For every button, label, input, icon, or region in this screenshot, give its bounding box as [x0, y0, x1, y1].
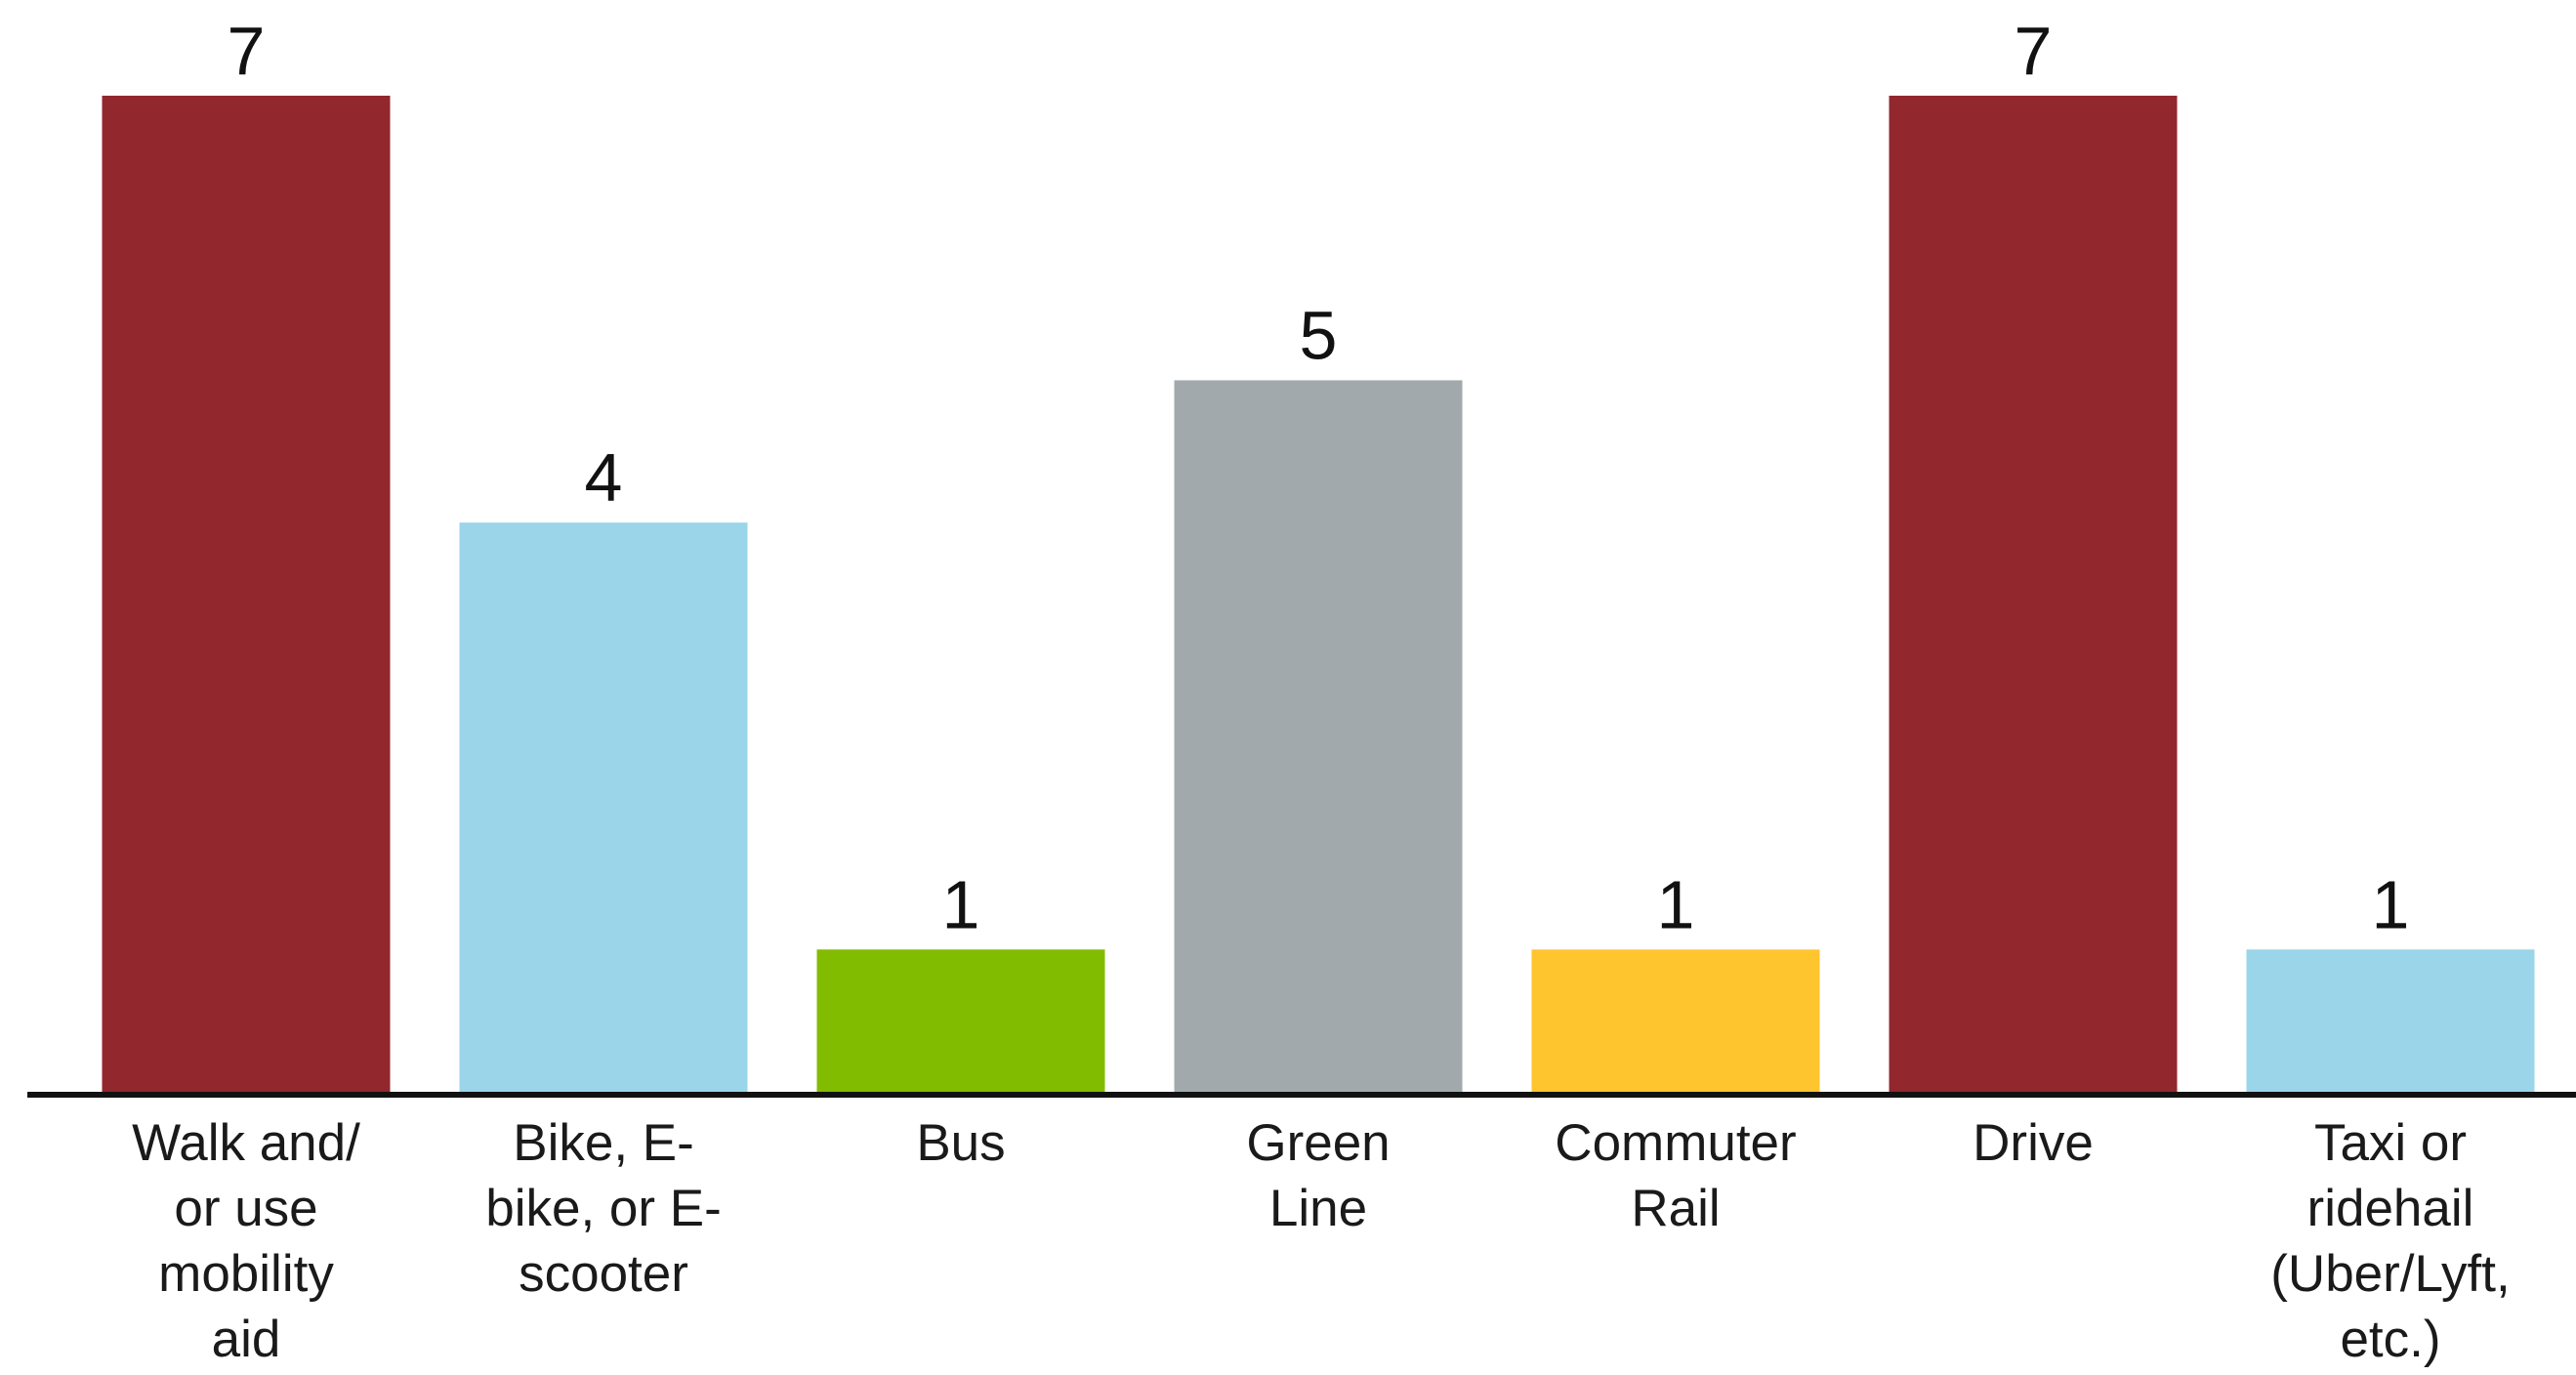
bar-6: [1889, 96, 2178, 1092]
bar-4: [1174, 380, 1463, 1092]
category-label-line: etc.): [2340, 1311, 2440, 1368]
category-label-line: ridehail: [2307, 1180, 2474, 1237]
category-label-5: Commuter Rail: [1555, 1114, 1796, 1237]
data-label-4: 5: [1300, 297, 1338, 373]
category-label-line: aid: [212, 1311, 281, 1368]
category-label-line: Line: [1269, 1180, 1367, 1237]
category-label-2: Bike, E-bike, or E-scooter: [485, 1114, 722, 1303]
category-label-line: scooter: [519, 1245, 688, 1303]
data-label-1: 7: [228, 13, 266, 89]
category-label-3: Bus: [916, 1114, 1005, 1172]
bar-1: [102, 96, 391, 1092]
bar-5: [1531, 949, 1820, 1092]
data-label-2: 4: [585, 439, 623, 516]
category-label-line: bike, or E-: [485, 1180, 722, 1237]
category-label-line: (Uber/Lyft,: [2270, 1245, 2510, 1303]
category-label-6: Drive: [1973, 1114, 2094, 1172]
category-label-line: Walk and/: [132, 1114, 360, 1172]
bar-3: [816, 949, 1105, 1092]
category-label-line: Drive: [1973, 1114, 2094, 1172]
data-label-3: 1: [942, 866, 980, 942]
category-label-4: Green Line: [1246, 1114, 1390, 1237]
category-label-line: Taxi or: [2314, 1114, 2467, 1172]
category-label-line: Bike, E-: [513, 1114, 694, 1172]
category-labels: Walk and/or use mobility aid Bike, E-bike, …: [132, 1114, 2511, 1368]
bar-2: [459, 522, 748, 1092]
category-label-line: Bus: [916, 1114, 1005, 1172]
data-label-7: 1: [2372, 866, 2410, 942]
category-label-line: mobility: [158, 1245, 334, 1303]
data-label-6: 7: [2015, 13, 2053, 89]
category-label-line: Green: [1246, 1114, 1390, 1172]
category-label-line: or use: [174, 1180, 317, 1237]
data-label-5: 1: [1657, 866, 1695, 942]
category-label-1: Walk and/or use mobility aid: [132, 1114, 360, 1368]
category-label-line: Rail: [1631, 1180, 1720, 1237]
bars: [102, 96, 2535, 1092]
bar-7: [2246, 949, 2535, 1092]
data-labels: 7 4 1 5 1 7 1: [228, 13, 2410, 942]
category-label-7: Taxi or ridehail (Uber/Lyft, etc.): [2270, 1114, 2510, 1368]
category-label-line: Commuter: [1555, 1114, 1796, 1172]
